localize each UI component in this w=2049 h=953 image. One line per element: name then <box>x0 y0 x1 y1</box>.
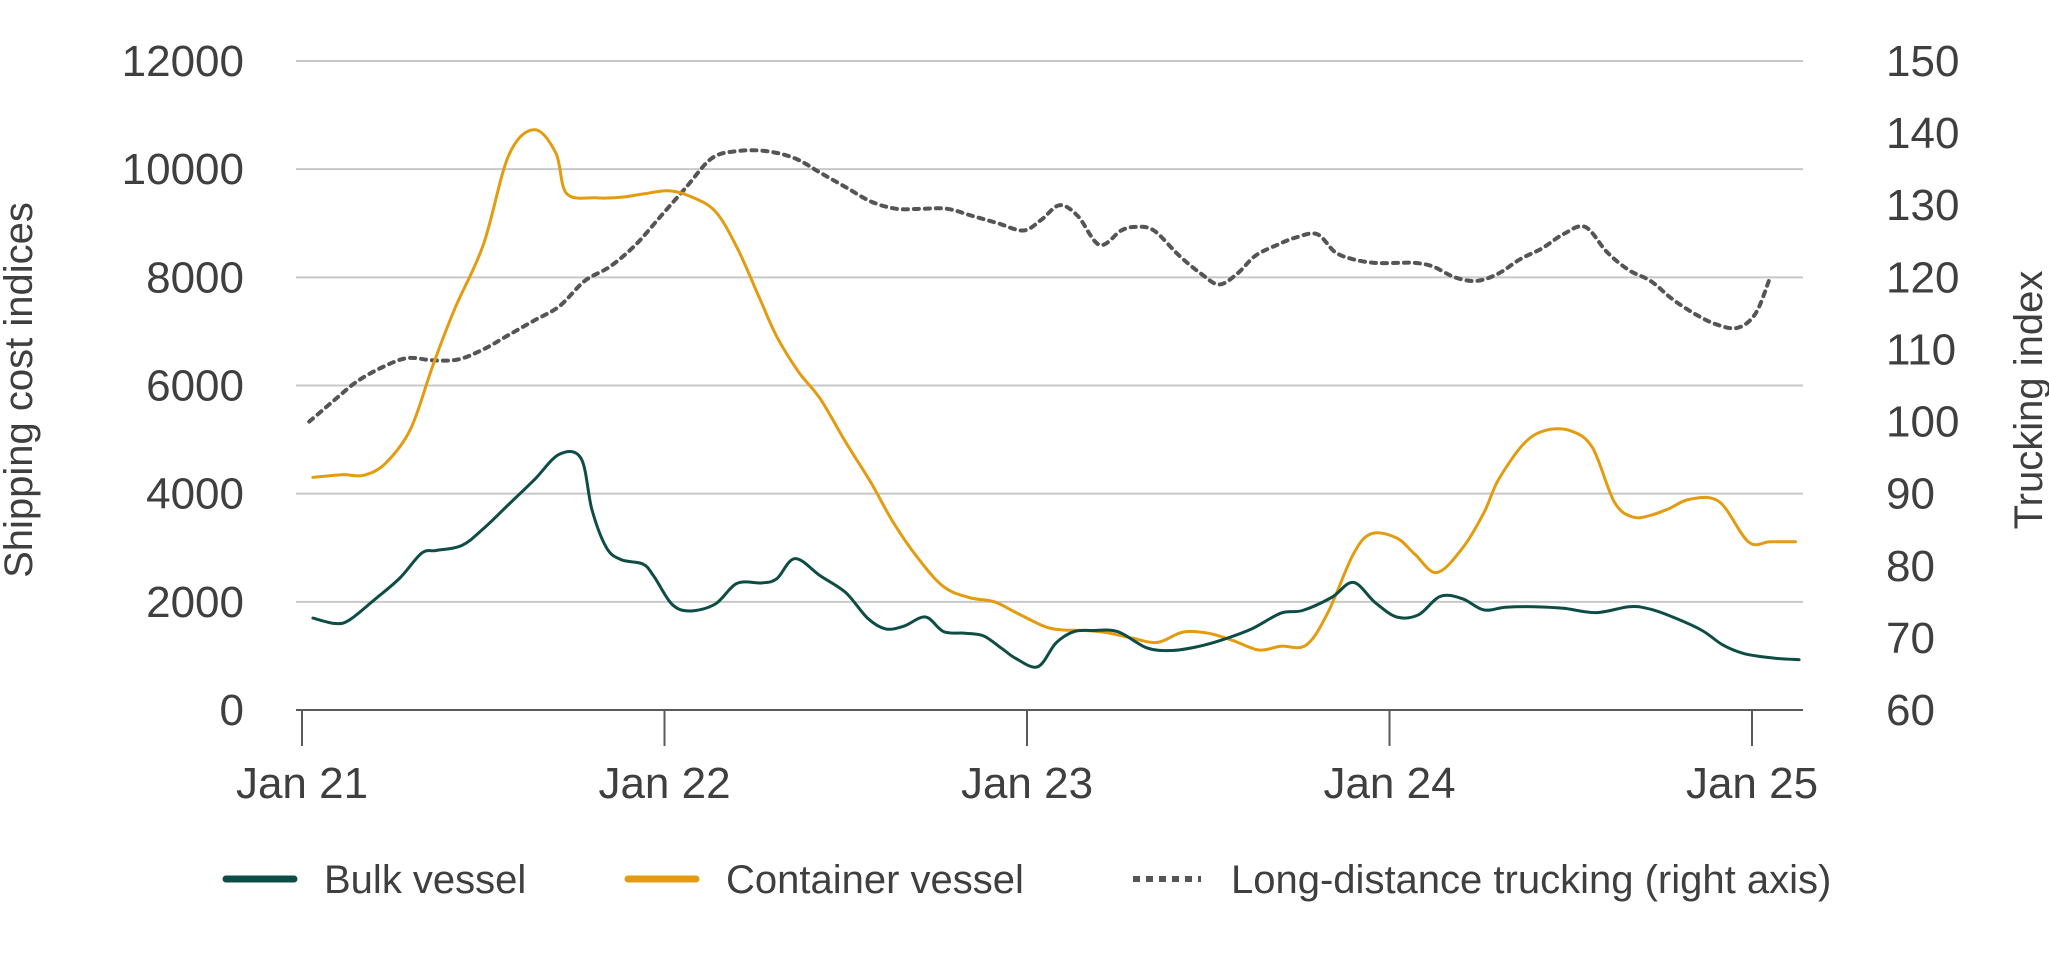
x-axis: Jan 21 Jan 22 Jan 23 Jan 24 Jan 25 <box>236 709 1818 808</box>
right-tick-label: 110 <box>1886 325 1956 374</box>
right-tick-label: 60 <box>1886 686 1935 735</box>
grid-lines <box>296 60 1803 603</box>
right-axis-ticks: 60 70 80 90 100 110 120 130 140 150 <box>1886 37 1959 735</box>
left-axis-ticks: 0 2000 4000 6000 8000 10000 12000 <box>122 37 244 735</box>
series-lines <box>307 128 1801 669</box>
x-tick-label: Jan 22 <box>598 759 730 808</box>
right-tick-label: 130 <box>1886 181 1959 230</box>
left-tick-label: 2000 <box>146 578 244 627</box>
left-axis-title: Shipping cost indices <box>0 202 41 578</box>
right-tick-label: 150 <box>1886 37 1959 86</box>
legend: Bulk vessel Container vessel Long-distance… <box>222 858 1831 902</box>
left-tick-label: 10000 <box>122 145 244 194</box>
legend-label-container-vessel: Container vessel <box>726 858 1024 902</box>
left-tick-label: 6000 <box>146 362 244 411</box>
right-tick-label: 70 <box>1886 614 1935 663</box>
series-line-bulk-vessel <box>311 450 1801 669</box>
left-tick-label: 12000 <box>122 37 244 86</box>
right-tick-label: 100 <box>1886 398 1959 447</box>
left-tick-label: 8000 <box>146 253 244 302</box>
right-tick-label: 140 <box>1886 109 1959 158</box>
right-tick-label: 120 <box>1886 253 1959 302</box>
x-tick-label: Jan 24 <box>1323 759 1455 808</box>
right-axis-title: Trucking index <box>2007 271 2049 530</box>
x-tick-label: Jan 21 <box>236 759 368 808</box>
right-tick-label: 80 <box>1886 542 1935 591</box>
right-tick-label: 90 <box>1886 470 1935 519</box>
legend-label-long-distance-trucking-right-axis: Long-distance trucking (right axis) <box>1231 858 1831 902</box>
series-line-container-vessel <box>311 128 1797 652</box>
series-line-long-distance-trucking-right-axis <box>307 148 1773 424</box>
x-tick-label: Jan 23 <box>961 759 1093 808</box>
legend-label-bulk-vessel: Bulk vessel <box>324 858 526 902</box>
x-tick-label: Jan 25 <box>1686 759 1818 808</box>
left-tick-label: 0 <box>220 686 244 735</box>
left-tick-label: 4000 <box>146 470 244 519</box>
